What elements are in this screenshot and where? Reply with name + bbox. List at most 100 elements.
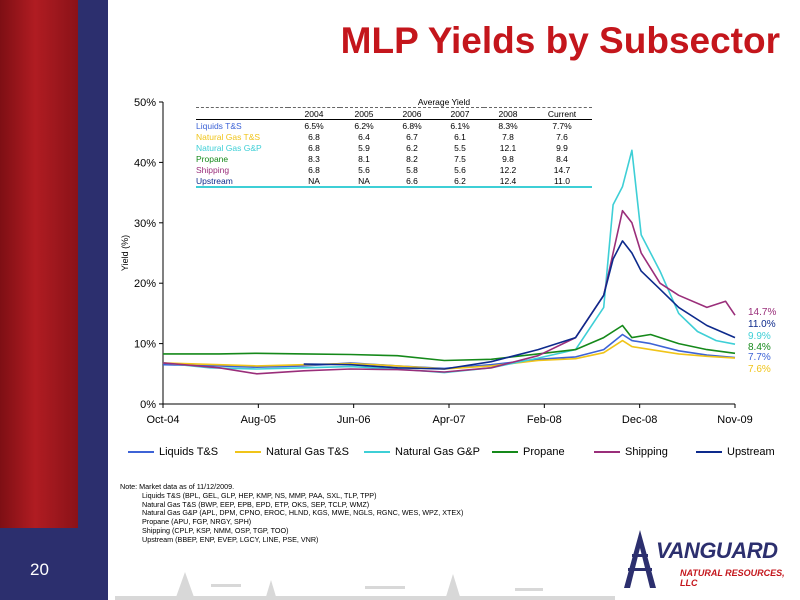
- table-header-cell: 2008: [484, 107, 532, 120]
- x-tick-label: Nov-09: [717, 414, 752, 426]
- y-tick-label: 0%: [140, 399, 156, 411]
- table-cell: 6.6: [388, 175, 436, 188]
- table-cell: 5.9: [358, 142, 370, 153]
- notes-block: Note: Market data as of 11/12/2009. Liqu…: [120, 482, 464, 545]
- series-end-label: 8.4%: [748, 342, 771, 353]
- legend-item: Natural Gas T&S: [235, 446, 349, 458]
- table-cell: 5.8: [406, 164, 418, 175]
- y-tick-label: 30%: [134, 218, 156, 230]
- x-tick-label: Aug-05: [241, 414, 276, 426]
- table-row-label: Natural Gas T&S: [196, 131, 261, 142]
- legend-swatch: [235, 451, 261, 453]
- table-cell: 5.6: [454, 164, 466, 175]
- table-cell: 6.8: [308, 164, 320, 175]
- table-row-label: Liquids T&S: [196, 120, 242, 131]
- table-cell: 9.9: [556, 142, 568, 153]
- y-tick-label: 20%: [134, 278, 156, 290]
- series-line: [303, 240, 736, 370]
- table-row: Shipping 6.8 5.6 5.8 5.6 12.2 14.7: [196, 164, 592, 175]
- table-header-cell: 2007: [436, 107, 484, 120]
- table-cell: 5.6: [358, 164, 370, 175]
- table-cell: 6.8%: [402, 120, 422, 131]
- table-cell: NA: [288, 175, 340, 188]
- table-cell: 6.1%: [450, 120, 470, 131]
- y-axis-label: Yield (%): [120, 235, 130, 271]
- red-accent-bar: [0, 0, 78, 528]
- vanguard-logo: VANGUARD NATURAL RESOURCES, LLC: [620, 528, 792, 592]
- legend-item: Upstream: [696, 446, 775, 458]
- table-cell: 8.2: [406, 153, 418, 164]
- table-caption: Average Yield: [196, 96, 592, 108]
- series-end-label: 11.0%: [748, 319, 776, 330]
- legend-label: Natural Gas G&P: [395, 446, 480, 458]
- note-line: Natural Gas G&P (APL, DPM, CPNO, EROC, H…: [142, 508, 464, 518]
- series-line: [162, 339, 736, 370]
- legend-swatch: [594, 451, 620, 453]
- series-end-label: 9.9%: [748, 331, 771, 342]
- table-cell: 6.8: [308, 131, 320, 142]
- table-row: Natural Gas T&S 6.8 6.4 6.7 6.1 7.8 7.6: [196, 131, 592, 142]
- table-row: Liquids T&S 6.5% 6.2% 6.8% 6.1% 8.3% 7.7%: [196, 120, 592, 132]
- x-tick-label: Dec-08: [622, 414, 657, 426]
- table-cell: NA: [340, 175, 388, 188]
- table-cell: 12.2: [499, 164, 517, 175]
- legend-swatch: [364, 451, 390, 453]
- series-end-label: 7.7%: [748, 352, 771, 363]
- table-cell: 7.7%: [552, 120, 572, 131]
- table-cell: 8.4: [556, 153, 568, 164]
- note-line: Shipping (CPLP, KSP, NMM, OSP, TGP, TOO): [142, 525, 289, 535]
- y-tick-label: 10%: [134, 339, 156, 351]
- legend-swatch: [696, 451, 722, 453]
- y-tick-label: 40%: [134, 157, 156, 169]
- note-line: Natural Gas T&S (BWP, EEP, EPB, EPD, ETP…: [142, 499, 370, 509]
- table-row: Natural Gas G&P 6.8 5.9 6.2 5.5 12.1 9.9: [196, 142, 592, 153]
- table-cell: 6.2: [406, 142, 418, 153]
- table-cell: 7.6: [556, 131, 568, 142]
- table-cell: 8.1: [358, 153, 370, 164]
- table-cell: 6.4: [358, 131, 370, 142]
- note-line: Propane (APU, FGP, NRGY, SPH): [142, 517, 252, 527]
- table-cell: 12.4: [484, 175, 532, 188]
- legend-label: Natural Gas T&S: [266, 446, 349, 458]
- table-header-cell: [196, 107, 288, 120]
- table-row-label: Natural Gas G&P: [196, 142, 262, 153]
- x-tick-label: Jun-06: [337, 414, 371, 426]
- table-cell: 6.7: [406, 131, 418, 142]
- legend-label: Upstream: [727, 446, 775, 458]
- x-tick-label: Apr-07: [432, 414, 465, 426]
- note-line: Upstream (BBEP, ENP, EVEP, LGCY, LINE, P…: [142, 534, 319, 544]
- table-cell: 8.3%: [498, 120, 518, 131]
- table-row-label: Upstream: [196, 175, 288, 188]
- table-cell: 14.7: [553, 164, 571, 175]
- legend-item: Liquids T&S: [128, 446, 218, 458]
- table-cell: 6.5%: [304, 120, 324, 131]
- logo-subtitle: NATURAL RESOURCES, LLC: [680, 568, 785, 588]
- table-header-cell: 2005: [340, 107, 388, 120]
- table-cell: 6.8: [308, 142, 320, 153]
- table-cell: 6.2%: [354, 120, 374, 131]
- table-cell: 7.8: [502, 131, 514, 142]
- table-caption-row: Average Yield: [196, 96, 592, 108]
- page-number: 20: [30, 560, 49, 579]
- average-yield-table: Average Yield 2004 2005 2006 2007 2008 Current…: [196, 96, 592, 188]
- legend-item: Natural Gas G&P: [364, 446, 480, 458]
- table-header-cell: 2006: [388, 107, 436, 120]
- x-tick-label: Feb-08: [527, 414, 562, 426]
- chart-legend: Liquids T&S Natural Gas T&S Natural Gas G&…: [128, 446, 775, 462]
- table-header-row: 2004 2005 2006 2007 2008 Current: [196, 107, 592, 120]
- table-row-label: Shipping: [196, 164, 230, 175]
- x-tick-label: Oct-04: [146, 414, 179, 426]
- legend-item: Shipping: [594, 446, 668, 458]
- table-row-label: Propane: [196, 153, 229, 164]
- table-cell: 9.8: [502, 153, 514, 164]
- legend-swatch: [128, 451, 154, 453]
- logo-name: VANGUARD: [656, 538, 778, 563]
- legend-label: Liquids T&S: [159, 446, 219, 458]
- legend-swatch: [492, 451, 518, 453]
- legend-label: Shipping: [625, 446, 668, 458]
- table-cell: 6.2: [436, 175, 484, 188]
- table-header-cell: 2004: [288, 107, 340, 120]
- note-line: Liquids T&S (BPL, GEL, GLP, HEP, KMP, NS…: [142, 490, 377, 500]
- table-cell: 7.5: [454, 153, 466, 164]
- oil-field-silhouette: [115, 572, 615, 600]
